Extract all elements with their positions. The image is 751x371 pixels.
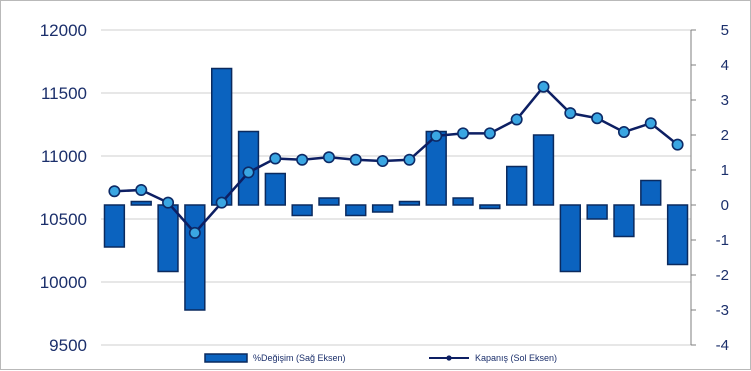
- bar-percent-change: [371, 204, 394, 213]
- bar-percent-change: [452, 197, 474, 206]
- closing-price-point: [188, 226, 201, 239]
- closing-price-point: [617, 126, 630, 139]
- closing-price-point: [564, 107, 577, 120]
- closing-price-point: [671, 138, 684, 151]
- left-axis-tick-label: 9500: [49, 336, 87, 355]
- bar-percent-change: [318, 197, 340, 206]
- closing-price-point: [591, 112, 604, 125]
- closing-price-point: [242, 166, 255, 179]
- bar-percent-change: [559, 204, 581, 273]
- bar-percent-change: [345, 204, 367, 217]
- bar-percent-change: [184, 204, 206, 311]
- legend-line-label: Kapanış (Sol Eksen): [475, 353, 557, 363]
- right-axis-tick-label: -4: [716, 337, 729, 354]
- legend-line-marker: [446, 355, 452, 361]
- right-axis-tick-label: 5: [721, 22, 729, 39]
- bar-percent-change: [264, 172, 286, 206]
- closing-price-point: [135, 184, 148, 197]
- bar-percent-change: [506, 165, 528, 206]
- left-axis-tick-label: 12000: [40, 21, 87, 40]
- closing-price-line: [114, 84, 679, 235]
- right-axis-tick-label: 1: [721, 162, 729, 179]
- closing-price-point: [215, 196, 228, 209]
- bar-percent-change: [291, 204, 313, 217]
- right-axis-tick-label: -1: [716, 232, 729, 249]
- left-axis-tick-label: 11000: [41, 147, 87, 166]
- right-axis-tick-label: 0: [721, 197, 729, 214]
- left-axis-tick-label: 11500: [41, 84, 87, 103]
- left-axis-tick-label: 10000: [40, 273, 87, 292]
- bar-percent-change: [666, 204, 689, 266]
- bar-percent-change: [640, 179, 662, 206]
- closing-price-point: [457, 127, 470, 140]
- bar-percent-change: [613, 204, 635, 238]
- closing-price-point: [430, 129, 443, 142]
- right-axis-tick-label: 4: [721, 57, 729, 74]
- bar-percent-change: [532, 134, 555, 206]
- closing-price-point: [483, 127, 496, 140]
- closing-price-point: [108, 185, 121, 198]
- closing-price-point: [322, 151, 335, 164]
- right-axis-tick-label: -3: [716, 302, 729, 319]
- bar-percent-change: [586, 204, 608, 220]
- closing-price-point: [349, 153, 362, 166]
- closing-price-point: [403, 153, 416, 166]
- bar-percent-change: [157, 204, 179, 273]
- closing-price-point: [537, 80, 550, 93]
- right-axis-tick-label: 3: [721, 92, 729, 109]
- closing-price-point: [376, 155, 389, 168]
- bar-percent-change: [479, 204, 501, 210]
- right-axis-tick-label: 2: [721, 127, 729, 144]
- legend-bar-label: %Değişim (Sağ Eksen): [253, 353, 346, 363]
- closing-price-point: [269, 152, 282, 165]
- left-axis-tick-label: 10500: [40, 210, 87, 229]
- right-axis-tick-label: -2: [716, 267, 729, 284]
- bar-percent-change: [130, 200, 152, 206]
- closing-price-point: [510, 113, 523, 126]
- closing-price-point: [162, 196, 175, 209]
- bar-percent-change: [103, 204, 126, 248]
- legend-bar-swatch: [204, 353, 248, 363]
- bar-percent-change: [398, 200, 421, 206]
- closing-price-point: [644, 117, 657, 130]
- closing-price-point: [296, 153, 309, 166]
- bar-percent-change: [211, 67, 233, 206]
